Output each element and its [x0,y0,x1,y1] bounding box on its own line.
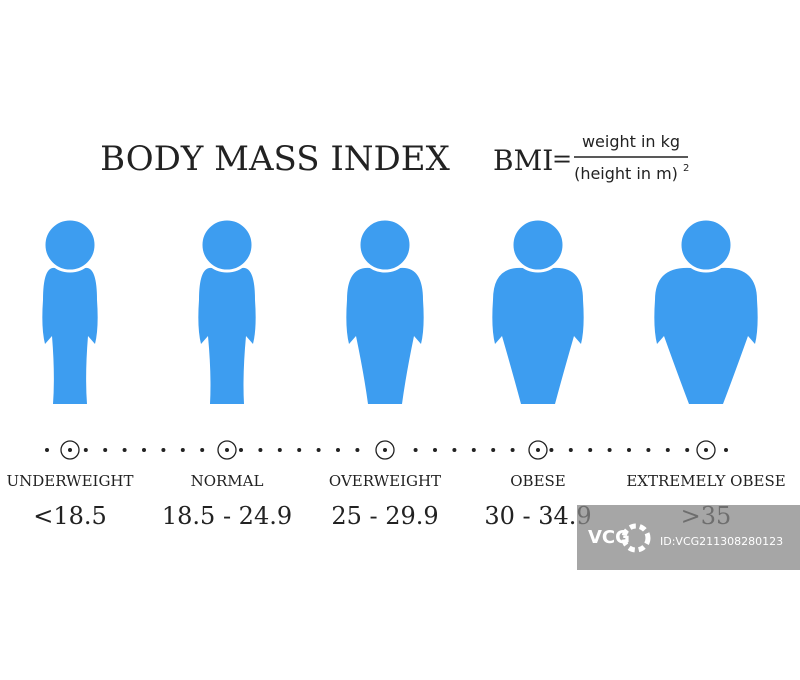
timeline-dot [103,448,108,452]
category-range: 25 - 29.9 [331,502,438,530]
timeline-dot [452,448,457,452]
watermark-box [577,505,800,570]
timeline-dot [549,448,554,452]
formula-numerator: weight in kg [582,132,680,151]
watermark-logo: VCG [588,527,630,548]
category-label: OVERWEIGHT [329,472,441,490]
timeline-dot [142,448,146,452]
category-label: EXTREMELY OBESE [626,472,785,490]
figure-body [198,267,256,404]
timeline-marker-dot [704,448,708,452]
timeline-marker-dot [68,448,72,452]
timeline-dot [665,448,670,452]
figure-head [510,217,566,273]
timeline-dot [471,448,476,452]
category-range: 30 - 34.9 [484,502,591,530]
timeline-marker [60,440,80,460]
timeline-dot [161,448,166,452]
timeline-dot [510,448,515,452]
formula-denominator: (height in m) [574,164,678,183]
title: BODY MASS INDEX [100,139,450,179]
timeline-dot [588,448,593,452]
timeline-dot [491,448,496,452]
category-range: 18.5 - 24.9 [162,502,292,530]
figure-head [199,217,255,273]
timeline-dot [239,448,243,452]
timeline-dot [568,448,573,452]
watermark: VCG ID:VCG211308280123 [577,505,800,570]
timeline-dot [122,448,127,452]
timeline-marker-dot [225,448,229,452]
timeline [45,440,728,460]
category-range: <18.5 [33,502,107,530]
timeline-dot [277,448,282,452]
timeline-dot [627,448,631,452]
figure-head [357,217,413,273]
timeline-marker [696,440,716,460]
watermark-icon [621,523,651,553]
category-label: OBESE [510,472,566,490]
timeline-dot [258,448,263,452]
timeline-dot [433,448,437,452]
formula-equals: = [552,145,572,173]
timeline-dot [316,448,321,452]
timeline-dot [355,448,360,452]
figure-head [678,217,734,273]
timeline-dot [297,448,302,452]
timeline-dot [646,448,651,452]
timeline-dot [685,448,690,452]
formula-exponent: 2 [683,163,689,174]
timeline-marker [375,440,395,460]
timeline-marker-dot [536,448,540,452]
timeline-marker [528,440,548,460]
watermark-id: ID:VCG211308280123 [660,535,783,548]
figure-body [42,267,98,404]
timeline-dot [413,448,418,452]
timeline-dot [180,448,185,452]
figure-body [654,267,758,404]
timeline-marker-dot [383,448,387,452]
figures [42,217,758,404]
timeline-dot [200,448,205,452]
category-label: UNDERWEIGHT [6,472,133,490]
formula-lhs: BMI [493,144,553,177]
figure-body [346,267,424,404]
timeline-dot [724,448,728,452]
category-label: NORMAL [191,472,264,490]
figure-head [42,217,98,273]
category-labels: UNDERWEIGHT <18.5 NORMAL 18.5 - 24.9 OVERWEI… [6,472,785,530]
timeline-dot [336,448,340,452]
timeline-dot [45,448,49,452]
timeline-marker [217,440,237,460]
figure-body [492,267,584,404]
timeline-dot [83,448,88,452]
timeline-dot [607,448,612,452]
